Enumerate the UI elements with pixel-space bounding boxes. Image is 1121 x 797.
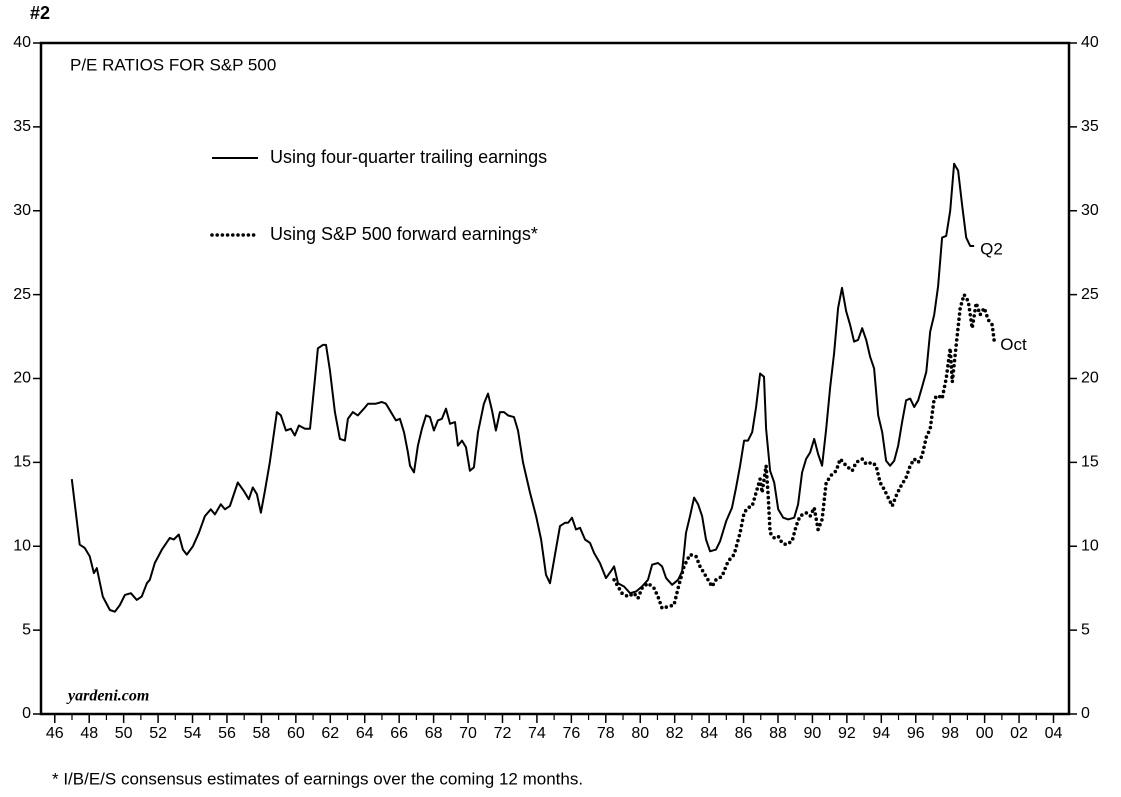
- series-line: [70, 162, 975, 613]
- x-tick-label: 94: [872, 725, 890, 742]
- x-tick-label: 82: [666, 725, 684, 742]
- x-tick-label: 66: [390, 725, 408, 742]
- y-tick-label: 5: [22, 621, 31, 638]
- x-tick-label: 70: [459, 725, 477, 742]
- plot-frame: [39, 41, 1071, 716]
- chart-title: P/E RATIOS FOR S&P 500: [70, 55, 276, 74]
- x-tick-label: 84: [700, 725, 718, 742]
- x-tick-label: 62: [321, 725, 339, 742]
- y2-tick-label: 15: [1081, 454, 1099, 471]
- x-tick-label: 68: [425, 725, 443, 742]
- x-tick-label: 46: [46, 725, 64, 742]
- page-label: #2: [30, 3, 50, 23]
- y-tick-label: 0: [22, 705, 31, 722]
- x-tick-label: 52: [149, 725, 167, 742]
- legend-label: Using S&P 500 forward earnings*: [270, 224, 538, 244]
- y2-tick-label: 20: [1081, 370, 1099, 387]
- x-tick-label: 78: [597, 725, 615, 742]
- y-tick-label: 15: [13, 454, 31, 471]
- end-label: Q2: [980, 239, 1003, 258]
- x-tick-label: 72: [494, 725, 512, 742]
- x-tick-label: 02: [1010, 725, 1028, 742]
- y2-tick-label: 25: [1081, 286, 1099, 303]
- x-tick-label: 76: [562, 725, 580, 742]
- y2-tick-label: 0: [1081, 705, 1090, 722]
- x-tick-label: 64: [356, 725, 374, 742]
- y-tick-label: 20: [13, 370, 31, 387]
- x-tick-label: 60: [287, 725, 305, 742]
- series-line: [612, 290, 997, 611]
- x-tick-label: 90: [804, 725, 822, 742]
- x-tick-label: 92: [838, 725, 856, 742]
- x-tick-label: 48: [80, 725, 98, 742]
- x-tick-label: 00: [976, 725, 994, 742]
- x-tick-label: 54: [184, 725, 202, 742]
- y-tick-label: 40: [13, 34, 31, 51]
- y-tick-label: 25: [13, 286, 31, 303]
- x-tick-label: 98: [941, 725, 959, 742]
- legend-label: Using four-quarter trailing earnings: [270, 147, 547, 167]
- x-tick-label: 88: [769, 725, 787, 742]
- source: yardeni.com: [66, 688, 149, 705]
- x-tick-label: 86: [735, 725, 753, 742]
- x-tick-label: 74: [528, 725, 546, 742]
- y2-tick-label: 10: [1081, 537, 1099, 554]
- y2-tick-label: 35: [1081, 118, 1099, 135]
- y2-tick-label: 40: [1081, 34, 1099, 51]
- x-tick-label: 56: [218, 725, 236, 742]
- x-tick-label: 80: [631, 725, 649, 742]
- x-tick-label: 04: [1045, 725, 1063, 742]
- x-tick-label: 96: [907, 725, 925, 742]
- x-tick-label: 50: [115, 725, 133, 742]
- y2-tick-label: 30: [1081, 202, 1099, 219]
- footnote: * I/B/E/S consensus estimates of earning…: [52, 769, 583, 788]
- x-tick-label: 58: [253, 725, 271, 742]
- y-tick-label: 10: [13, 537, 31, 554]
- y-tick-label: 35: [13, 118, 31, 135]
- y-tick-label: 30: [13, 202, 31, 219]
- end-label: Oct: [1000, 335, 1027, 354]
- y2-tick-label: 5: [1081, 621, 1090, 638]
